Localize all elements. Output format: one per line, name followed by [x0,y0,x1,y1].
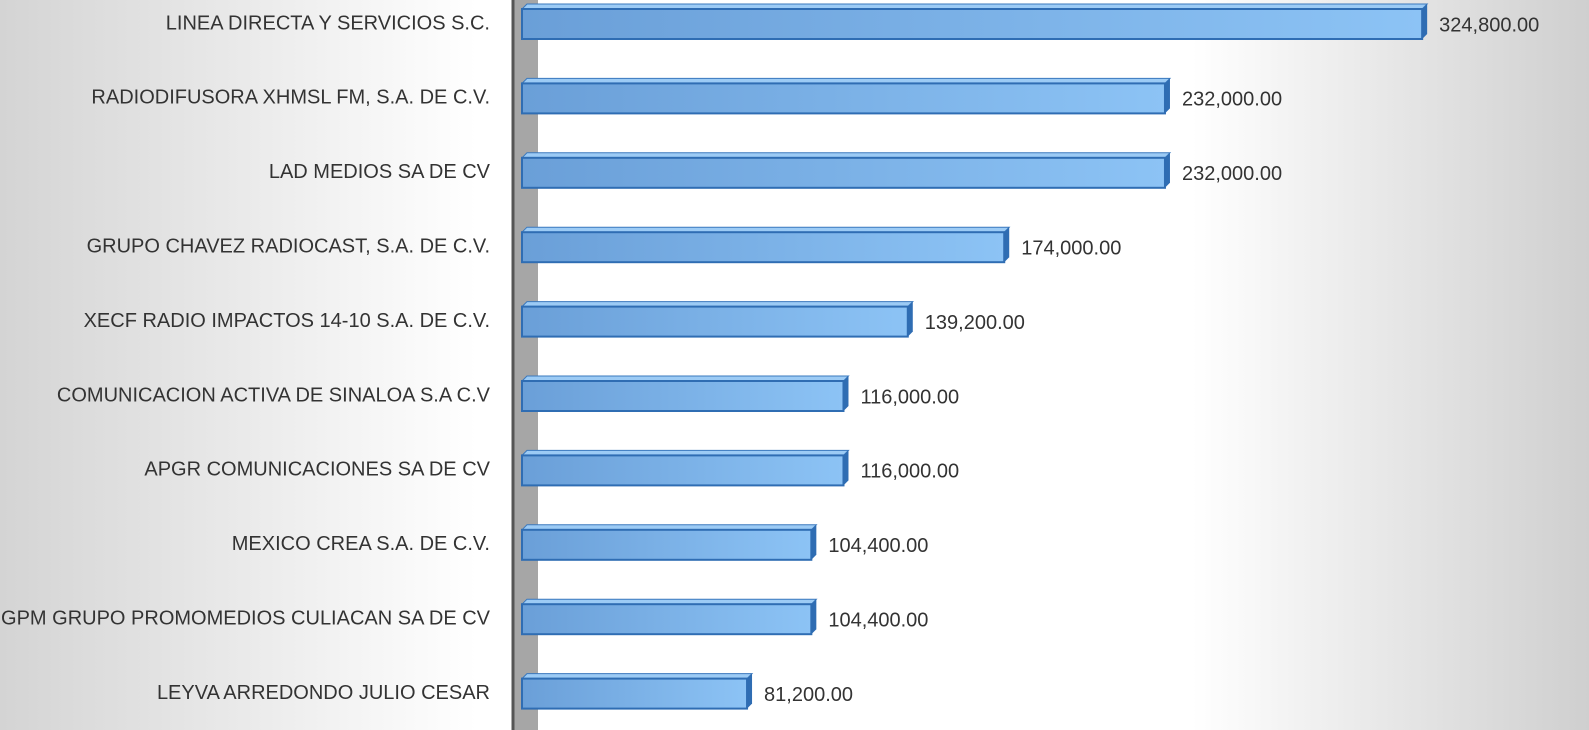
value-label: 139,200.00 [925,312,1025,334]
bar-front [521,8,1424,40]
value-label: 174,000.00 [1021,237,1121,259]
bar-front [521,380,845,412]
value-label: 104,400.00 [828,535,928,557]
bar: 104,400.00 [520,524,928,561]
bar-front [521,677,749,710]
bar: 116,000.00 [520,449,959,487]
bar-side [1164,78,1170,114]
category-label: GRUPO CHAVEZ RADIOCAST, S.A. DE C.V. [87,235,490,257]
bar-front [521,156,1166,189]
bar-side [1164,152,1170,188]
bar-front [521,454,845,487]
bar-side [1422,4,1428,39]
bar-side [843,376,849,411]
category-label: LINEA DIRECTA Y SERVICIOS S.C. [166,12,490,34]
bar-side [811,524,817,560]
category-label: MEXICO CREA S.A. DE C.V. [232,533,490,555]
category-label: GPM GRUPO PROMOMEDIOS CULIACAN SA DE CV [1,607,491,629]
bar-front [521,603,813,636]
bar-side [843,450,849,486]
bar: 104,400.00 [520,598,928,636]
bar: 324,800.00 [520,3,1539,40]
bar: 139,200.00 [520,301,1025,338]
bar: 232,000.00 [520,77,1282,115]
value-label: 232,000.00 [1182,163,1282,185]
category-label: LEYVA ARREDONDO JULIO CESAR [157,682,490,704]
bar-side [1004,227,1010,263]
bar-side [811,599,817,635]
bar-front [521,82,1166,115]
bar-side [907,301,913,337]
bar-side [747,673,753,709]
bar-front [521,528,813,561]
value-label: 116,000.00 [860,461,959,483]
bar: 116,000.00 [520,375,959,412]
category-label: XECF RADIO IMPACTOS 14-10 S.A. DE C.V. [84,310,490,332]
category-label: APGR COMUNICACIONES SA DE CV [144,459,490,481]
value-label: 104,400.00 [828,609,928,631]
bar-front [521,305,909,338]
value-label: 232,000.00 [1182,89,1282,111]
value-label: 324,800.00 [1439,14,1539,36]
bar: 174,000.00 [520,226,1121,264]
value-label: 81,200.00 [764,684,853,706]
bar-front [521,231,1006,264]
bar: 81,200.00 [520,673,853,710]
bar: 232,000.00 [520,152,1282,189]
category-label: LAD MEDIOS SA DE CV [269,161,491,183]
category-label: RADIODIFUSORA XHMSL FM, S.A. DE C.V. [91,87,490,109]
category-label: COMUNICACION ACTIVA DE SINALOA S.A C.V [57,384,491,406]
value-label: 116,000.00 [860,386,959,408]
